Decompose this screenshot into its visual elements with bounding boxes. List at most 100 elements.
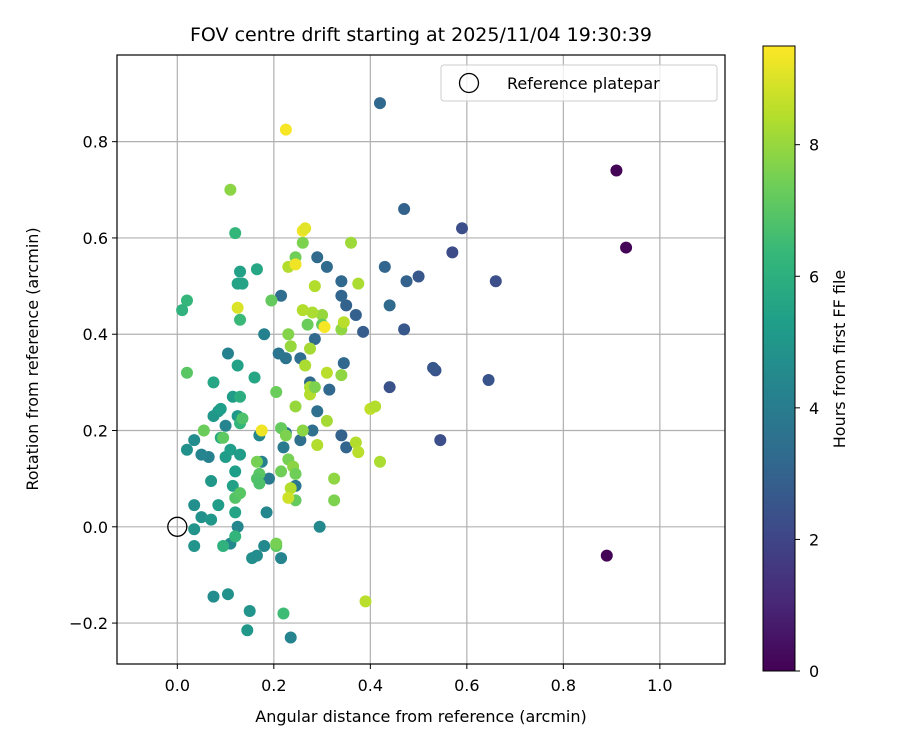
data-point bbox=[236, 277, 249, 290]
data-point bbox=[229, 506, 242, 519]
data-point bbox=[289, 258, 302, 271]
data-point bbox=[207, 590, 220, 603]
y-tick-label: 0.2 bbox=[83, 422, 108, 441]
data-point bbox=[352, 446, 365, 459]
plot-frame bbox=[116, 54, 726, 665]
data-point bbox=[383, 381, 396, 394]
data-point bbox=[277, 607, 290, 620]
data-point bbox=[306, 424, 319, 437]
grid-lines bbox=[117, 55, 725, 664]
data-point bbox=[446, 246, 459, 259]
data-point bbox=[340, 441, 353, 454]
x-axis-label: Angular distance from reference (arcmin) bbox=[255, 707, 586, 726]
data-point bbox=[234, 448, 247, 461]
data-point bbox=[316, 308, 329, 321]
data-point bbox=[243, 605, 256, 618]
data-point bbox=[357, 325, 370, 338]
data-point bbox=[328, 494, 341, 507]
data-point bbox=[188, 499, 201, 512]
data-point bbox=[335, 289, 348, 302]
data-point bbox=[180, 443, 193, 456]
x-tick-label: 0.0 bbox=[165, 676, 190, 695]
chart-title: FOV centre drift starting at 2025/11/04 … bbox=[190, 24, 652, 46]
data-point bbox=[234, 487, 247, 500]
data-point bbox=[275, 289, 288, 302]
data-point bbox=[275, 465, 288, 478]
y-tick-label: 0.0 bbox=[83, 518, 108, 537]
data-point bbox=[311, 251, 324, 264]
data-point bbox=[284, 631, 297, 644]
data-point bbox=[241, 624, 254, 637]
data-point bbox=[296, 304, 309, 317]
colorbar-tick-label: 0 bbox=[809, 662, 819, 681]
data-point bbox=[296, 424, 309, 437]
data-point bbox=[253, 477, 266, 490]
data-point bbox=[195, 448, 208, 461]
data-point bbox=[335, 275, 348, 288]
data-point bbox=[279, 123, 292, 136]
data-point bbox=[296, 236, 309, 249]
data-point bbox=[188, 434, 201, 447]
data-point bbox=[284, 482, 297, 495]
data-point bbox=[207, 376, 220, 389]
data-point bbox=[335, 369, 348, 382]
data-point bbox=[255, 424, 268, 437]
data-point bbox=[400, 275, 413, 288]
data-point bbox=[205, 475, 218, 488]
data-point bbox=[234, 390, 247, 403]
data-point bbox=[270, 385, 283, 398]
data-point bbox=[272, 347, 285, 360]
data-point bbox=[340, 299, 353, 312]
legend: Reference platepar bbox=[440, 64, 718, 102]
colorbar-tick-label: 6 bbox=[809, 267, 819, 286]
data-point bbox=[282, 491, 295, 504]
data-point bbox=[197, 424, 210, 437]
x-tick-label: 1.0 bbox=[647, 676, 672, 695]
data-point bbox=[378, 260, 391, 273]
data-point bbox=[234, 265, 247, 278]
colorbar-label: Hours from first FF file bbox=[830, 270, 849, 449]
data-point bbox=[224, 183, 237, 196]
data-point bbox=[248, 371, 261, 384]
data-point bbox=[250, 263, 263, 276]
data-point bbox=[301, 318, 314, 331]
data-point bbox=[320, 366, 333, 379]
data-point bbox=[229, 227, 242, 240]
data-point bbox=[345, 236, 358, 249]
y-tick-label: 0.6 bbox=[83, 229, 108, 248]
data-point bbox=[311, 405, 324, 418]
data-point bbox=[176, 304, 189, 317]
data-point bbox=[489, 275, 502, 288]
data-point bbox=[195, 511, 208, 524]
colorbar-tick-label: 2 bbox=[809, 530, 819, 549]
data-point bbox=[205, 513, 218, 526]
data-point bbox=[352, 277, 365, 290]
data-point bbox=[258, 540, 271, 553]
colorbar-tick-label: 4 bbox=[809, 399, 819, 418]
data-point bbox=[335, 429, 348, 442]
data-point bbox=[299, 222, 312, 235]
colorbar-gradient bbox=[762, 45, 796, 672]
data-point bbox=[359, 595, 372, 608]
data-point bbox=[231, 520, 244, 533]
data-point bbox=[600, 549, 613, 562]
data-point bbox=[289, 400, 302, 413]
colorbar-tick-label: 8 bbox=[809, 136, 819, 155]
data-point bbox=[234, 313, 247, 326]
data-point bbox=[383, 299, 396, 312]
data-point bbox=[270, 537, 283, 550]
data-point bbox=[188, 523, 201, 536]
data-point bbox=[277, 441, 290, 454]
data-point bbox=[369, 400, 382, 413]
x-tick-label: 0.2 bbox=[261, 676, 286, 695]
data-point bbox=[180, 366, 193, 379]
data-point bbox=[250, 549, 263, 562]
data-point bbox=[289, 467, 302, 480]
data-point bbox=[349, 436, 362, 449]
data-point bbox=[219, 419, 232, 432]
data-point bbox=[482, 373, 495, 386]
data-point bbox=[337, 316, 350, 329]
data-point bbox=[337, 357, 350, 370]
data-point bbox=[398, 203, 411, 216]
